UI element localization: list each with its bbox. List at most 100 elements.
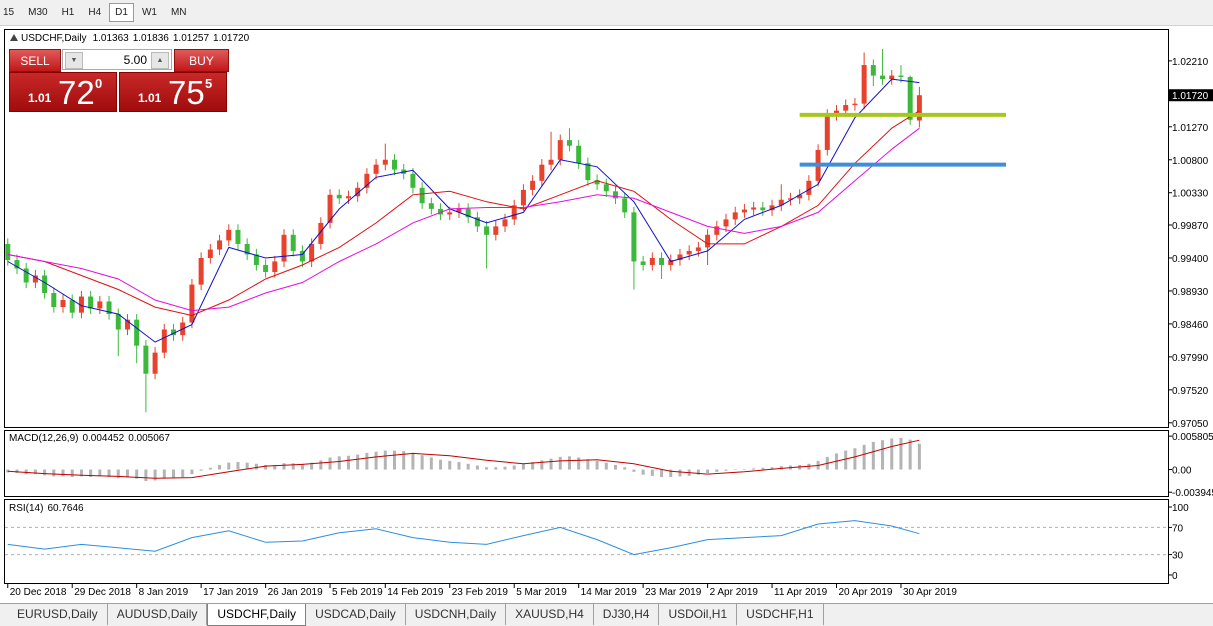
y-tick-label: 0.99400 xyxy=(1172,254,1209,265)
candle-body xyxy=(364,173,370,188)
candle-body xyxy=(152,352,158,374)
candle-body xyxy=(134,319,140,346)
candle-body xyxy=(207,249,213,258)
timeframe-button[interactable]: M30 xyxy=(28,7,48,18)
candle-body xyxy=(631,212,637,262)
macd-bar xyxy=(586,459,590,470)
macd-bar xyxy=(678,469,682,477)
timeframe-button[interactable]: 15 xyxy=(3,7,15,18)
macd-bar xyxy=(15,469,19,473)
x-tick-label: 17 Jan 2019 xyxy=(203,587,258,598)
candle-body xyxy=(244,243,250,255)
macd-bar xyxy=(558,456,562,470)
macd-bar xyxy=(227,462,231,470)
y-tick-label: 0.005805 xyxy=(1172,432,1213,443)
candle-body xyxy=(336,194,342,199)
candle-body xyxy=(345,196,351,199)
candle-body xyxy=(502,219,508,227)
chart-tab[interactable]: USDOil,H1 xyxy=(659,604,738,625)
macd-signal-value: 0.005067 xyxy=(128,433,170,444)
macd-bar xyxy=(24,469,28,475)
candle-body xyxy=(78,296,84,313)
timeframe-button[interactable]: D1 xyxy=(109,3,134,22)
candle-body xyxy=(465,208,471,218)
candle-body xyxy=(530,180,536,190)
chart-tab[interactable]: DJ30,H4 xyxy=(594,604,660,625)
macd-bar xyxy=(319,460,323,470)
sell-button[interactable]: SELL xyxy=(9,49,61,72)
volume-up[interactable]: ▲ xyxy=(151,52,169,69)
y-tick-label: 0.98460 xyxy=(1172,320,1209,331)
x-tick-label: 26 Jan 2019 xyxy=(268,587,323,598)
macd-bar xyxy=(172,469,176,479)
candle-body xyxy=(115,314,121,330)
candle-body xyxy=(51,293,57,308)
y-tick-label: 100 xyxy=(1172,503,1189,514)
macd-panel-frame xyxy=(4,430,1169,497)
candle-body xyxy=(778,199,784,206)
chart-tab[interactable]: AUDUSD,Daily xyxy=(108,604,208,625)
chart-title: USDCHF,Daily xyxy=(21,33,87,44)
macd-bar xyxy=(61,469,65,477)
y-tick-label: 1.00330 xyxy=(1172,189,1209,200)
macd-value: 0.004452 xyxy=(82,433,124,444)
chart-tab[interactable]: XAUUSD,H4 xyxy=(506,604,594,625)
rsi-title: RSI(14) xyxy=(9,503,43,514)
macd-bar xyxy=(669,469,673,478)
volume-input[interactable]: ▼ 5.00 ▲ xyxy=(62,49,172,70)
macd-bar xyxy=(411,452,415,470)
macd-bar xyxy=(779,466,783,470)
buy-price[interactable]: 1.01 75 5 xyxy=(119,72,227,112)
macd-bar xyxy=(374,451,378,470)
candle-body xyxy=(69,300,75,313)
macd-bar xyxy=(512,465,516,470)
candle-body xyxy=(723,219,729,227)
buy-button[interactable]: BUY xyxy=(174,49,229,72)
candle-body xyxy=(493,226,499,235)
rsi-line xyxy=(7,520,920,556)
candle-body xyxy=(880,75,886,80)
macd-bar xyxy=(908,439,912,470)
candle-body xyxy=(5,243,11,261)
candle-body xyxy=(566,140,572,146)
macd-bar xyxy=(623,467,627,470)
x-tick-label: 23 Mar 2019 xyxy=(645,587,702,598)
bar-high: 1.01836 xyxy=(133,33,170,44)
volume-down[interactable]: ▼ xyxy=(65,52,83,69)
chart-tabs: EURUSD,Daily AUDUSD,Daily USDCHF,Daily USDC… xyxy=(0,603,1213,626)
y-tick-label: 0.97990 xyxy=(1172,353,1209,364)
macd-bar xyxy=(144,469,148,482)
candle-body xyxy=(88,296,94,309)
macd-bar xyxy=(761,467,765,470)
y-tick-label: 0.97520 xyxy=(1172,386,1209,397)
candle-body xyxy=(613,191,619,199)
sell-price[interactable]: 1.01 72 0 xyxy=(9,72,117,112)
candle-body xyxy=(889,75,895,80)
timeframe-toolbar: 15 M30 H1 H4 D1 W1 MN xyxy=(0,0,1213,26)
candle-body xyxy=(520,189,526,206)
chart-tab[interactable]: EURUSD,Daily xyxy=(8,604,108,625)
chart-tab[interactable]: USDCNH,Daily xyxy=(406,604,507,625)
macd-bar xyxy=(614,464,618,470)
timeframe-button[interactable]: H4 xyxy=(88,7,102,18)
macd-bar xyxy=(706,469,710,473)
chart-tab[interactable]: USDCHF,H1 xyxy=(737,604,824,625)
candle-body xyxy=(760,207,766,211)
chart-tab[interactable]: USDCAD,Daily xyxy=(306,604,406,625)
macd-bar xyxy=(52,469,56,477)
buy-price-big: 1.01 xyxy=(138,91,162,105)
macd-bar xyxy=(291,463,295,470)
candle-body xyxy=(787,198,793,200)
x-tick-label: 2 Apr 2019 xyxy=(710,587,759,598)
candle-body xyxy=(189,284,195,323)
timeframe-button[interactable]: W1 xyxy=(141,7,157,18)
bar-low: 1.01257 xyxy=(173,33,210,44)
macd-bar xyxy=(337,456,341,470)
timeframe-button[interactable]: H1 xyxy=(61,7,75,18)
volume-value: 5.00 xyxy=(123,53,147,67)
macd-bar xyxy=(79,469,83,477)
macd-bar xyxy=(724,469,728,471)
candle-body xyxy=(548,159,554,165)
chart-tab[interactable]: USDCHF,Daily xyxy=(207,604,307,626)
timeframe-button[interactable]: MN xyxy=(170,7,187,18)
